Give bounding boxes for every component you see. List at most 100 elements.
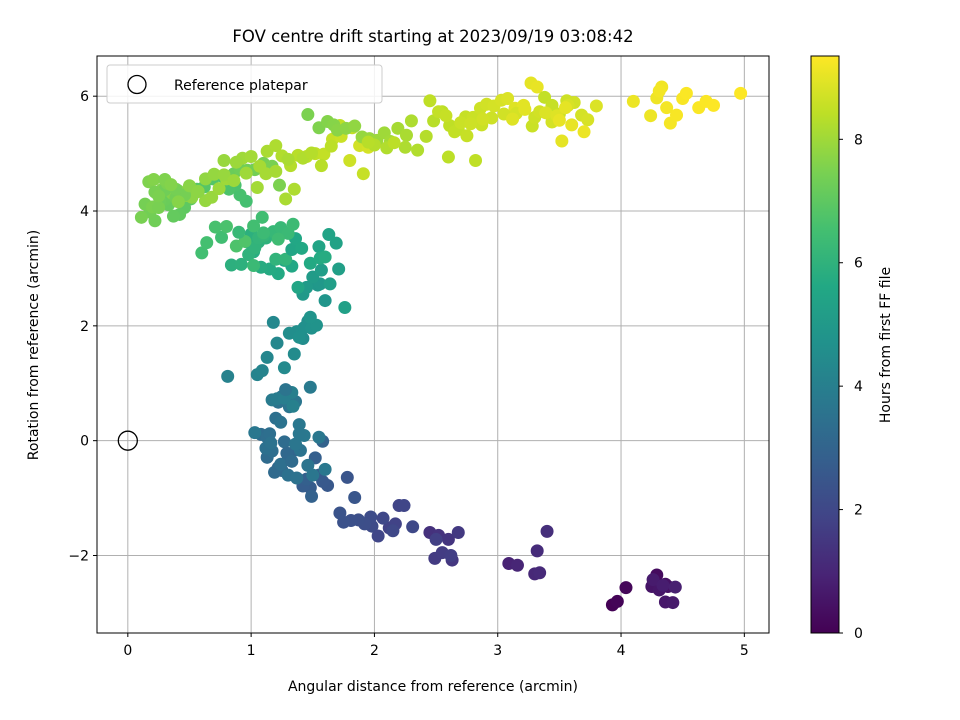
- data-point: [238, 234, 252, 248]
- data-point: [285, 242, 299, 256]
- data-point: [229, 155, 243, 169]
- colorbar-ticks: 0 2 4 6 8: [839, 132, 863, 642]
- data-point: [224, 258, 238, 272]
- grid: [97, 56, 769, 633]
- data-point: [464, 117, 478, 131]
- data-point: [501, 91, 515, 105]
- data-point: [287, 347, 301, 361]
- data-point: [269, 252, 283, 266]
- data-point: [215, 230, 229, 244]
- data-point: [255, 210, 269, 224]
- data-point: [668, 580, 682, 594]
- data-point: [343, 153, 357, 167]
- x-tick-label: 1: [247, 643, 256, 659]
- data-point: [318, 250, 332, 264]
- data-point: [734, 86, 748, 100]
- data-point: [277, 361, 291, 375]
- data-point: [279, 252, 293, 266]
- data-point: [610, 594, 624, 608]
- data-point: [274, 457, 288, 471]
- data-point: [540, 524, 554, 538]
- data-point: [269, 139, 283, 153]
- data-point: [441, 150, 455, 164]
- reference-platepar-marker: [117, 430, 138, 451]
- data-point: [264, 436, 278, 450]
- colorbar-tick-label: 4: [854, 379, 863, 395]
- data-point: [248, 241, 262, 255]
- data-point: [530, 544, 544, 558]
- colorbar-tick-label: 2: [854, 503, 863, 519]
- data-point: [619, 581, 633, 595]
- data-point: [361, 135, 375, 149]
- data-point: [338, 300, 352, 314]
- x-tick-label: 3: [493, 643, 502, 659]
- data-point: [219, 220, 233, 234]
- data-point: [626, 94, 640, 108]
- data-point: [285, 454, 299, 468]
- data-point: [376, 511, 390, 525]
- data-point: [305, 146, 319, 160]
- data-point: [207, 167, 221, 181]
- data-point: [305, 489, 319, 503]
- data-point: [286, 399, 300, 413]
- y-tick-label: −2: [68, 548, 89, 564]
- data-point: [314, 263, 328, 277]
- data-point: [386, 524, 400, 538]
- data-point: [348, 491, 362, 505]
- data-point: [423, 94, 437, 108]
- x-axis-label: Angular distance from reference (arcmin): [288, 679, 578, 695]
- data-point: [303, 256, 317, 270]
- data-point: [318, 294, 332, 308]
- data-point: [212, 182, 226, 196]
- data-point: [577, 125, 591, 139]
- x-tick-label: 4: [617, 643, 626, 659]
- colorbar: 0 2 4 6 8 Hours from first FF file: [810, 55, 894, 642]
- data-point: [208, 220, 222, 234]
- data-point: [248, 426, 262, 440]
- data-point: [539, 106, 553, 120]
- colorbar-tick-label: 8: [854, 132, 863, 148]
- data-point: [656, 578, 670, 592]
- data-point: [255, 364, 269, 378]
- data-point: [272, 178, 286, 192]
- data-point: [397, 499, 411, 513]
- data-point: [281, 152, 295, 166]
- data-point: [441, 532, 455, 546]
- data-point: [419, 129, 433, 143]
- data-point: [152, 201, 166, 215]
- data-point: [469, 153, 483, 167]
- legend-box: [106, 64, 383, 104]
- data-point: [234, 257, 248, 271]
- data-point: [301, 108, 315, 122]
- data-point: [322, 228, 336, 242]
- legend-marker-open-circle: [127, 74, 147, 95]
- data-point: [164, 178, 178, 192]
- y-tick-label: 0: [80, 434, 89, 450]
- data-point: [290, 471, 304, 485]
- y-axis-label: Rotation from reference (arcmin): [26, 230, 42, 460]
- data-point: [565, 118, 579, 132]
- data-point: [233, 188, 247, 202]
- data-point: [295, 241, 309, 255]
- data-point: [244, 149, 258, 163]
- data-point: [301, 458, 315, 472]
- data-point: [506, 112, 520, 126]
- colorbar-label: Hours from first FF file: [878, 267, 894, 423]
- data-point: [289, 437, 303, 451]
- data-point: [404, 114, 418, 128]
- data-point: [448, 125, 462, 139]
- data-point: [256, 226, 270, 240]
- reference-marker-layer: [117, 430, 138, 451]
- data-point: [371, 529, 385, 543]
- data-point: [510, 558, 524, 572]
- data-point: [679, 86, 693, 100]
- data-point: [429, 532, 443, 546]
- data-point: [266, 315, 280, 329]
- data-point: [406, 520, 420, 534]
- data-point: [221, 369, 235, 383]
- data-point: [303, 380, 317, 394]
- data-point: [589, 99, 603, 113]
- data-point: [152, 189, 166, 203]
- data-point: [270, 336, 284, 350]
